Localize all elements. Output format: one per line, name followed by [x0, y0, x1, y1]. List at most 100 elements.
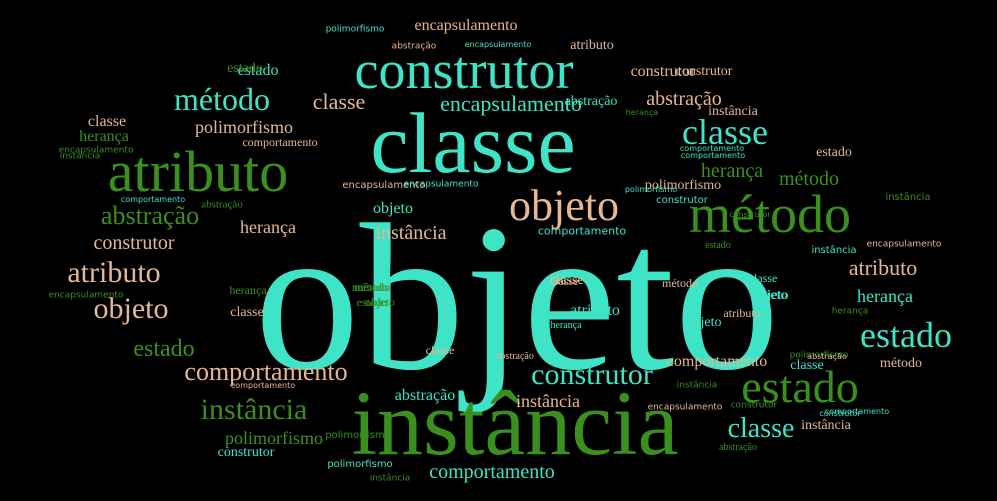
word-cloud-word: encapsulamento — [866, 239, 942, 250]
word-cloud-word: estado — [133, 336, 195, 362]
word-cloud-word: encapsulamento — [464, 40, 532, 49]
word-cloud-word: objeto — [752, 288, 788, 303]
word-cloud-word: construtor — [217, 445, 275, 460]
word-cloud-word: comportamento — [537, 224, 627, 238]
word-cloud-word: comportamento — [680, 151, 746, 160]
word-cloud-word: instância — [369, 473, 411, 484]
word-cloud-word: método — [352, 280, 388, 294]
word-cloud-word: abstração — [394, 387, 456, 404]
word-cloud-word: classe — [425, 343, 455, 357]
word-cloud-word: instância — [59, 151, 101, 162]
word-cloud-word: classe — [790, 358, 824, 373]
word-cloud-word: encapsulamento — [342, 180, 426, 191]
word-cloud-word: comportamento — [242, 135, 318, 149]
word-cloud-word: instância — [516, 391, 580, 411]
word-cloud-word: instância — [351, 372, 679, 474]
word-cloud-word: estado — [237, 62, 279, 79]
word-cloud-word: atributo — [570, 38, 614, 53]
word-cloud-word: estado — [860, 315, 952, 355]
word-cloud-word: herança — [625, 108, 659, 117]
word-cloud-word: encapsulamento — [440, 91, 582, 116]
word-cloud-word: classe — [312, 89, 366, 114]
word-cloud-word: objeto — [753, 288, 789, 303]
word-cloud-word: instância — [708, 104, 758, 119]
word-cloud-word: polimorfismo — [644, 178, 722, 193]
word-cloud-word: método — [779, 168, 839, 190]
word-cloud-word: classe — [87, 113, 127, 130]
word-cloud-word: atributo — [107, 139, 289, 204]
word-cloud-word: comportamento — [120, 195, 186, 204]
word-cloud-word: método — [354, 280, 390, 294]
word-cloud-word: construtor — [819, 409, 861, 418]
word-cloud-word: polimorfismo — [195, 117, 293, 137]
word-cloud-word: método — [880, 356, 922, 371]
word-cloud-word: estado — [816, 145, 852, 160]
word-cloud-word: comportamento — [429, 461, 555, 483]
word-cloud-word: polimorfismo — [325, 24, 385, 35]
word-cloud-word: estado — [705, 240, 731, 251]
word-cloud-word: encapsulamento — [414, 17, 518, 34]
word-cloud-word: instância — [885, 192, 931, 203]
word-cloud-word: polimorfismo — [624, 185, 678, 194]
word-cloud-word: método — [662, 276, 698, 290]
word-cloud-word: comportamento — [184, 357, 348, 386]
word-cloud-word: herança — [229, 283, 267, 297]
word-cloud-word: construtor — [630, 63, 696, 80]
word-cloud-word: atributo — [570, 302, 620, 319]
word-cloud-word: construtor — [729, 210, 771, 219]
word-cloud-word: instância — [801, 418, 851, 433]
word-cloud-word: construtor — [93, 232, 175, 254]
word-cloud-word: polimorfismo — [327, 459, 393, 470]
word-cloud-word: instância — [811, 245, 857, 256]
word-cloud-word: encapsulamento — [403, 179, 479, 190]
word-cloud-word: abstração — [496, 351, 534, 362]
word-cloud-word: comportamento — [666, 353, 768, 370]
word-cloud-word: classe — [230, 305, 264, 320]
word-cloud-word: instância — [676, 380, 718, 391]
word-cloud-word: encapsulamento — [58, 145, 134, 156]
word-cloud-word: classe — [748, 271, 778, 285]
word-cloud-word: herança — [550, 320, 582, 331]
word-cloud-word: abstração — [719, 442, 757, 453]
word-cloud-word: objeto — [93, 292, 169, 325]
word-cloud-word: estado — [741, 361, 859, 412]
word-cloud-word: instância — [375, 222, 447, 244]
word-cloud-word: herança — [700, 160, 764, 182]
word-cloud-word: classe — [727, 413, 795, 444]
word-cloud-word: construtor — [656, 195, 708, 206]
word-cloud-word: abstração — [564, 94, 618, 109]
word-cloud-word: abstração — [807, 352, 847, 361]
word-cloud-word: método — [689, 184, 851, 244]
word-cloud-word: herança — [79, 128, 129, 145]
word-cloud-word: abstração — [646, 88, 722, 110]
word-cloud-word: instância — [200, 393, 308, 426]
word-cloud-word: polimorfismo — [789, 350, 849, 361]
word-cloud-word: abstração — [391, 41, 437, 52]
word-cloud-word: construtor — [354, 40, 574, 100]
word-cloud-word: comportamento — [824, 407, 890, 416]
word-cloud-word: construtor — [531, 358, 653, 391]
word-cloud-word: método — [174, 81, 270, 117]
word-cloud-word: encapsulamento — [647, 402, 723, 413]
word-cloud-word: construtor — [675, 64, 733, 79]
word-cloud-word: abstração — [201, 198, 243, 211]
word-cloud-word: herança — [240, 217, 296, 237]
word-cloud-word: atributo — [848, 255, 918, 280]
word-cloud-word: objeto — [686, 315, 722, 330]
word-cloud-word: polimorfismo — [325, 430, 391, 441]
word-cloud-word: classe — [370, 95, 576, 191]
word-cloud-word: estado — [356, 295, 388, 309]
word-cloud-word: classe — [682, 112, 768, 152]
word-cloud-word: construtor — [730, 400, 778, 411]
word-cloud-word: objeto — [365, 295, 395, 309]
word-cloud-word: polimorfismo — [225, 428, 323, 448]
word-cloud-word: comportamento — [679, 144, 745, 153]
word-cloud-word: herança — [857, 286, 913, 306]
word-cloud-word: atributo — [67, 256, 161, 289]
word-cloud-word: objeto — [254, 182, 780, 414]
word-cloud-word: comportamento — [230, 381, 296, 390]
word-cloud-word: classe — [550, 273, 584, 288]
word-cloud-word: objeto — [509, 181, 619, 230]
word-cloud-word: atributo — [723, 306, 761, 320]
